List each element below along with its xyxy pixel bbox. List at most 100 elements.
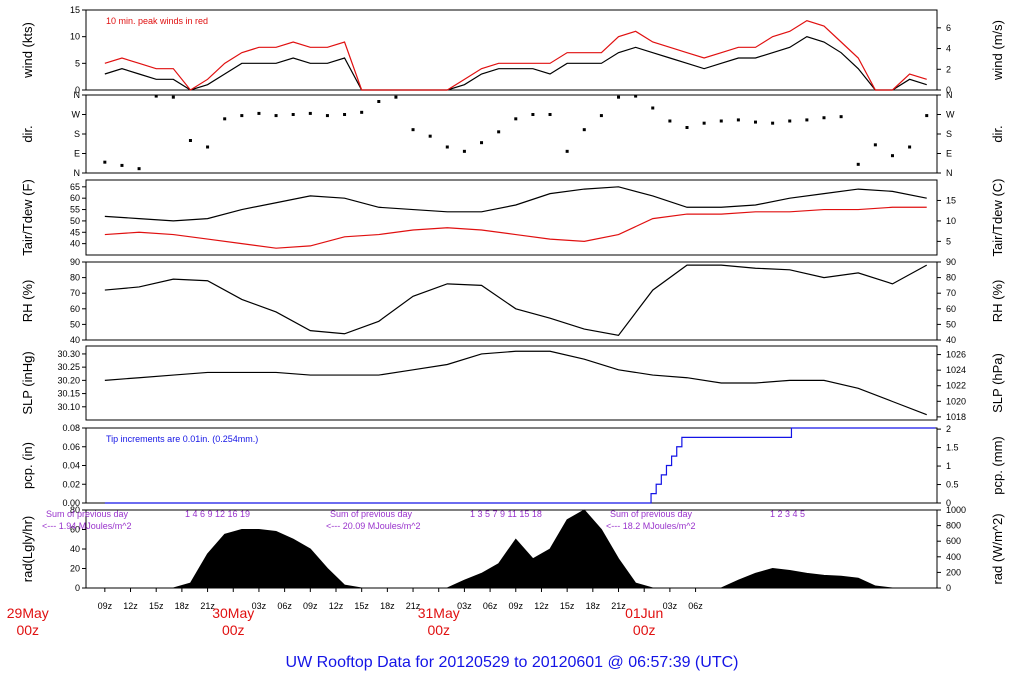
line-series-SLP	[104, 350, 927, 416]
data-point	[908, 145, 912, 149]
line-series-RH	[104, 264, 928, 336]
y-tick-label: 5	[75, 58, 80, 68]
x-tick-label: 06z	[688, 601, 703, 611]
data-point	[120, 163, 124, 167]
data-point	[890, 154, 894, 158]
area-series	[104, 509, 927, 589]
panel-rh: 40 50 60 70 80 90 40 50 60 70 80 90 RH (%) RH (%)	[20, 257, 1005, 345]
data-point	[531, 113, 535, 116]
y-tick-label-right: 10	[946, 216, 956, 226]
data-point	[360, 110, 364, 114]
y-tick-label-right: 15	[946, 195, 956, 205]
data-point	[753, 120, 757, 124]
sum-value: <--- 1.94 MJoules/m^2	[42, 521, 132, 531]
data-point	[291, 113, 295, 116]
x-tick-label: 12z	[123, 601, 138, 611]
y-tick-label: 80	[70, 505, 80, 515]
x-tick-label: 15z	[354, 601, 369, 611]
data-point	[206, 145, 210, 149]
y-tick-label-right: 0	[946, 85, 951, 95]
line-series-Tdew	[104, 206, 927, 249]
y-tick-label-right: 400	[946, 552, 961, 562]
data-point	[685, 126, 689, 129]
y-tick-label: 0.04	[62, 461, 80, 471]
data-point	[188, 139, 192, 142]
y-axis-label-right: wind (m/s)	[990, 20, 1005, 81]
x-tick-label: 18z	[380, 601, 395, 611]
y-tick-label-right: 0	[946, 498, 951, 508]
data-point	[274, 114, 278, 118]
data-point	[548, 113, 552, 116]
y-tick-label: 15	[70, 5, 80, 15]
data-point	[925, 114, 929, 118]
x-tick-label: 09z	[509, 601, 524, 611]
y-tick-label-right: 6	[946, 23, 951, 33]
data-point	[805, 118, 809, 122]
panel-slp: 30.10 30.15 30.20 30.25 30.30 1018 1020 1022 102…	[20, 345, 1005, 422]
data-point	[223, 117, 227, 121]
y-tick-label: 70	[70, 288, 80, 298]
y-tick-label-right: 0	[946, 583, 951, 593]
data-point	[788, 119, 792, 123]
y-tick-label-right: 2	[946, 64, 951, 74]
y-tick-label-right: 1026	[946, 350, 966, 360]
x-tick-label: 12z	[534, 601, 549, 611]
y-tick-label: 60	[70, 304, 80, 314]
data-point	[856, 162, 860, 166]
y-tick-label: 0	[75, 583, 80, 593]
y-tick-label: S	[74, 129, 80, 139]
data-point	[839, 115, 843, 119]
data-point	[702, 121, 706, 125]
data-point	[668, 119, 672, 123]
y-tick-label: E	[74, 149, 80, 159]
y-tick-label: 0.06	[62, 442, 80, 452]
x-tick-label: 09z	[303, 601, 318, 611]
data-point	[822, 116, 826, 120]
data-point	[377, 100, 381, 103]
data-point	[240, 114, 244, 118]
y-axis-label-right: RH (%)	[990, 280, 1005, 323]
y-tick-label: 30.10	[57, 402, 80, 412]
sum-title: Sum of previous day	[330, 509, 413, 519]
data-point	[651, 106, 655, 110]
data-point	[308, 111, 312, 115]
y-tick-label-right: 50	[946, 319, 956, 329]
panel-frame	[85, 9, 938, 91]
data-point	[497, 130, 501, 134]
panel-frame	[85, 261, 938, 341]
data-point	[103, 160, 107, 164]
y-tick-label-right: 200	[946, 567, 961, 577]
chart-title: UW Rooftop Data for 20120529 to 20120601…	[286, 654, 739, 671]
sum-hours: 1 2 3 4 5	[770, 509, 805, 519]
data-point	[137, 167, 141, 171]
y-tick-label-right: N	[946, 168, 953, 178]
y-axis-label-right: rad (W/m^2)	[990, 513, 1005, 584]
data-point	[736, 118, 740, 122]
y-axis-label: dir.	[20, 125, 35, 142]
y-tick-label-right: 70	[946, 288, 956, 298]
sum-title: Sum of previous day	[46, 509, 129, 519]
y-axis-label: RH (%)	[20, 280, 35, 323]
y-tick-label: 55	[70, 205, 80, 215]
y-axis-label-right: pcp. (mm)	[990, 436, 1005, 495]
y-axis-label: SLP (inHg)	[20, 351, 35, 414]
x-tick-label: 15z	[149, 601, 164, 611]
y-tick-label-right: 1018	[946, 412, 966, 422]
data-point	[257, 111, 261, 115]
y-tick-label-right: 600	[946, 536, 961, 546]
y-tick-label-right: 1	[946, 461, 951, 471]
y-tick-label: 50	[70, 319, 80, 329]
y-tick-label: N	[74, 90, 81, 100]
x-tick-label: 15z	[560, 601, 575, 611]
panel-frame	[85, 345, 938, 421]
y-tick-label: 20	[70, 564, 80, 574]
x-tick-label: 06z	[277, 601, 292, 611]
data-point	[565, 149, 569, 153]
y-tick-label-right: N	[946, 90, 953, 100]
day-label: 31May	[418, 605, 460, 621]
data-point	[411, 128, 415, 132]
y-tick-label-right: 800	[946, 521, 961, 531]
y-tick-label-right: 5	[946, 236, 951, 246]
